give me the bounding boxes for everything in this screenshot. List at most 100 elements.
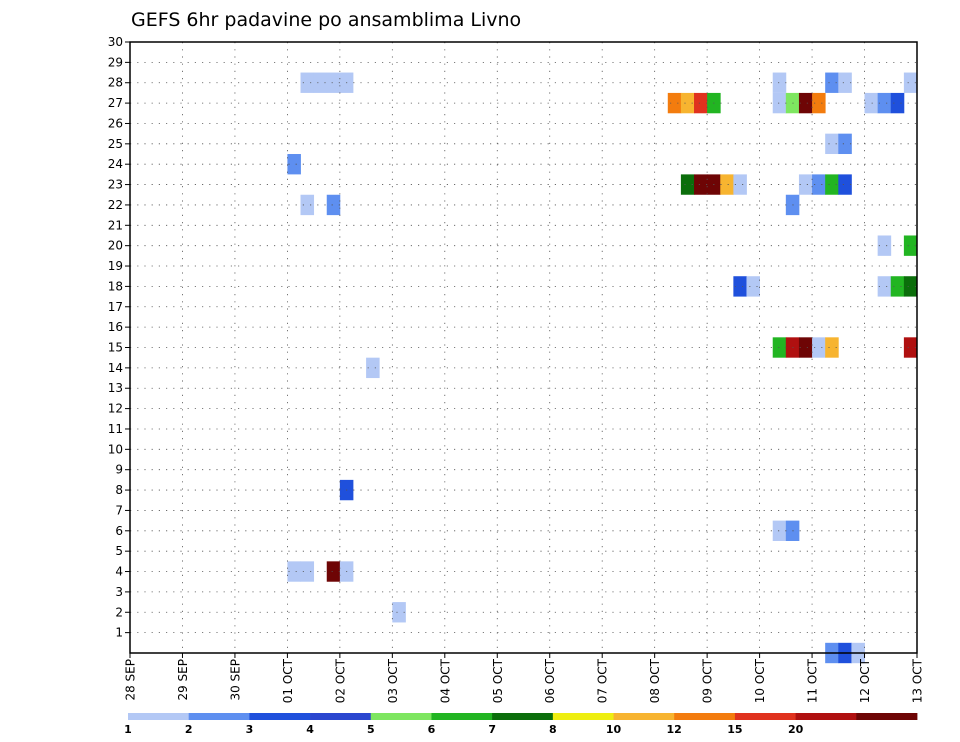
y-axis: 1234567891011121314151617181920212223242… (108, 35, 130, 640)
precip-cell (772, 337, 787, 358)
y-tick-label: 2 (115, 605, 123, 619)
x-tick-label: 07 OCT (596, 658, 610, 703)
x-tick-label: 09 OCT (701, 658, 715, 703)
y-tick-label: 11 (108, 422, 123, 436)
colorbar-swatch (613, 713, 675, 720)
colorbar-swatch (188, 713, 250, 720)
precip-cell (366, 357, 380, 379)
colorbar-label: 20 (788, 723, 804, 736)
y-tick-label: 7 (115, 503, 123, 517)
colorbar-label: 1 (124, 723, 132, 736)
colorbar-swatch (310, 713, 372, 720)
y-tick-label: 16 (108, 320, 123, 334)
y-tick-label: 23 (108, 178, 123, 192)
precip-cell (300, 561, 315, 582)
precip-cell (825, 72, 839, 93)
x-tick-label: 10 OCT (753, 658, 767, 703)
precip-cell (772, 92, 787, 114)
y-tick-label: 21 (108, 218, 123, 232)
precip-cell (287, 154, 301, 175)
data-cells (287, 72, 918, 664)
colorbar-swatch (492, 713, 554, 720)
precip-cell (798, 337, 813, 358)
precip-cell (903, 235, 918, 256)
precip-cell (798, 174, 813, 195)
colorbar-swatch (856, 713, 918, 720)
precip-cell (720, 174, 734, 195)
precip-cell (877, 235, 892, 256)
precip-cell (838, 72, 852, 93)
precip-cell (313, 72, 328, 93)
precip-cell (680, 92, 695, 114)
y-tick-label: 9 (115, 463, 123, 477)
y-tick-label: 17 (108, 300, 123, 314)
precip-cell (838, 174, 852, 195)
precip-cell (326, 194, 341, 216)
x-tick-label: 11 OCT (806, 658, 820, 703)
precip-cell (812, 174, 826, 195)
x-tick-label: 29 SEP (176, 659, 190, 701)
precip-cell (300, 72, 315, 93)
precip-cell (326, 561, 341, 582)
y-tick-label: 5 (115, 544, 123, 558)
x-tick-label: 06 OCT (543, 658, 557, 703)
colorbar-label: 12 (667, 723, 682, 736)
precip-cell (798, 92, 813, 114)
colorbar-swatch (552, 713, 614, 720)
colorbar-legend: 1 2 3 4 5 6 7 8 10 12 15 20 (124, 713, 918, 736)
precip-cell (812, 92, 826, 114)
x-tick-label: 12 OCT (858, 658, 872, 703)
precip-cell (667, 92, 682, 114)
precip-cell (300, 194, 315, 216)
y-tick-label: 3 (115, 585, 123, 599)
y-tick-label: 28 (108, 76, 123, 90)
x-axis: 28 SEP 29 SEP 30 SEP 01 OCT 02 OCT 03 OCT 04 O… (124, 653, 925, 703)
colorbar-label: 15 (727, 723, 742, 736)
x-tick-label: 08 OCT (648, 658, 662, 703)
precip-cell (812, 337, 826, 358)
y-tick-label: 10 (108, 442, 123, 456)
precip-cell (877, 276, 892, 297)
x-tick-label: 01 OCT (281, 658, 295, 703)
x-tick-label: 30 SEP (228, 659, 242, 701)
precip-cell (733, 276, 747, 297)
colorbar-swatch (431, 713, 493, 720)
precip-cell (825, 337, 839, 358)
y-tick-label: 13 (108, 381, 123, 395)
precip-cell (825, 174, 839, 195)
precip-cell (772, 520, 787, 541)
precip-cell (287, 561, 301, 582)
x-tick-label: 02 OCT (333, 658, 347, 703)
y-tick-label: 25 (108, 137, 123, 151)
precip-cell (733, 174, 747, 195)
chart-title: GEFS 6hr padavine po ansamblima Livno (131, 9, 521, 31)
colorbar-label: 10 (606, 723, 622, 736)
colorbar-label: 8 (549, 723, 557, 736)
y-tick-label: 4 (115, 565, 123, 579)
x-tick-label: 28 SEP (124, 659, 138, 701)
precip-cell (326, 72, 341, 93)
precip-cell (903, 337, 918, 358)
colorbar-swatch (249, 713, 311, 720)
precip-cell (680, 174, 695, 195)
colorbar-label: 7 (488, 723, 496, 736)
y-tick-label: 27 (108, 96, 123, 110)
x-tick-label: 03 OCT (386, 658, 400, 703)
colorbar-label: 5 (367, 723, 375, 736)
precip-cell (772, 72, 787, 93)
y-tick-label: 29 (108, 55, 123, 69)
precip-cell (694, 174, 708, 195)
precip-cell (838, 133, 852, 155)
y-tick-label: 12 (108, 402, 123, 416)
precip-cell (890, 92, 905, 114)
x-tick-label: 04 OCT (438, 658, 452, 703)
plot-frame (129, 41, 918, 654)
y-tick-label: 26 (108, 116, 123, 130)
colorbar-swatch (370, 713, 432, 720)
x-tick-label: 05 OCT (491, 658, 505, 703)
precip-cell (903, 72, 918, 93)
y-tick-label: 6 (115, 524, 123, 538)
precip-cell (694, 92, 708, 114)
y-tick-label: 1 (115, 626, 123, 640)
